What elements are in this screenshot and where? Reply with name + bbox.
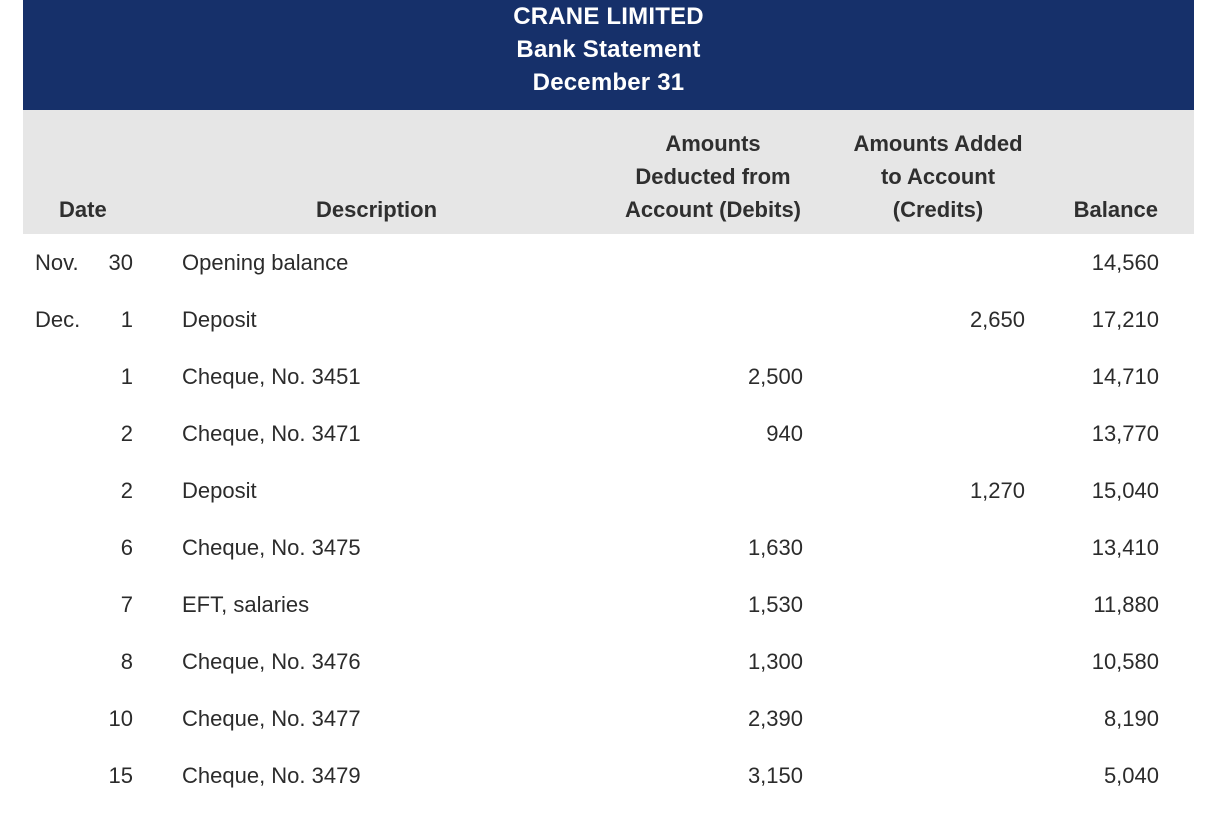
row-debit: 940 [766,421,803,446]
column-header-balance: Balance [1073,197,1158,222]
row-day: 30 [108,250,133,275]
row-balance: 14,710 [1091,364,1159,389]
bank-statement-table: CRANE LIMITED Bank Statement December 31… [23,0,1194,804]
row-description: Cheque, No. 3475 [182,535,361,560]
row-day: 2 [120,421,133,446]
table-row: 10 Cheque, No. 3477 2,390 8,190 [23,690,1194,747]
column-header-date: Date [59,197,107,222]
column-header-credits-line: (Credits) [892,197,984,222]
row-month: Nov. [35,250,79,275]
row-day: 1 [120,307,133,332]
column-header-debits-line: Account (Debits) [625,197,801,222]
table-row: Nov. 30 Opening balance 14,560 [23,234,1194,291]
statement-title: Bank Statement [516,36,701,63]
row-description: Opening balance [182,250,349,275]
column-header-row: Date Description Amounts Deducted from A… [23,110,1194,234]
row-day: 2 [120,478,133,503]
row-debit: 3,150 [747,763,803,788]
row-balance: 15,040 [1091,478,1159,503]
table-row: 15 Cheque, No. 3479 3,150 5,040 [23,747,1194,804]
table-row: 1 Cheque, No. 3451 2,500 14,710 [23,348,1194,405]
column-header-debits-line: Amounts [665,131,761,156]
row-description: Cheque, No. 3451 [182,364,361,389]
column-header-debits: Amounts Deducted from Account (Debits) [621,127,805,226]
table-row: 2 Deposit 1,270 15,040 [23,462,1194,519]
row-debit: 1,530 [747,592,803,617]
row-debit: 1,630 [747,535,803,560]
row-balance: 17,210 [1091,307,1159,332]
table-row: 7 EFT, salaries 1,530 11,880 [23,576,1194,633]
row-description: Cheque, No. 3471 [182,421,361,446]
row-day: 7 [120,592,133,617]
row-balance: 5,040 [1103,763,1159,788]
row-description: Deposit [182,478,257,503]
row-credit: 1,270 [969,478,1025,503]
column-header-description: Description [316,197,438,222]
statement-rows: Nov. 30 Opening balance 14,560 Dec. 1 De… [23,234,1194,804]
company-name: CRANE LIMITED [513,3,704,30]
row-description: Deposit [182,307,257,332]
row-balance: 11,880 [1093,592,1159,617]
row-balance: 10,580 [1091,649,1159,674]
row-description: Cheque, No. 3477 [182,706,361,731]
row-day: 6 [120,535,133,560]
row-balance: 13,770 [1091,421,1159,446]
row-balance: 13,410 [1091,535,1159,560]
row-credit: 2,650 [969,307,1025,332]
row-debit: 2,390 [747,706,803,731]
table-row: Dec. 1 Deposit 2,650 17,210 [23,291,1194,348]
row-description: EFT, salaries [182,592,310,617]
row-day: 15 [108,763,133,788]
row-month: Dec. [35,307,81,332]
row-description: Cheque, No. 3479 [182,763,361,788]
column-header-credits-line: Amounts Added [853,131,1023,156]
row-day: 8 [120,649,133,674]
title-band: CRANE LIMITED Bank Statement December 31 [23,0,1194,110]
row-debit: 1,300 [747,649,803,674]
table-row: 2 Cheque, No. 3471 940 13,770 [23,405,1194,462]
row-day: 1 [120,364,133,389]
row-balance: 14,560 [1091,250,1159,275]
column-header-credits: Amounts Added to Account (Credits) [843,127,1033,226]
table-row: 8 Cheque, No. 3476 1,300 10,580 [23,633,1194,690]
row-day: 10 [108,706,133,731]
column-header-credits-line: to Account [880,164,996,189]
table-row: 6 Cheque, No. 3475 1,630 13,410 [23,519,1194,576]
row-description: Cheque, No. 3476 [182,649,361,674]
row-balance: 8,190 [1103,706,1159,731]
statement-date: December 31 [532,69,685,96]
column-header-debits-line: Deducted from [635,164,791,189]
row-debit: 2,500 [747,364,803,389]
